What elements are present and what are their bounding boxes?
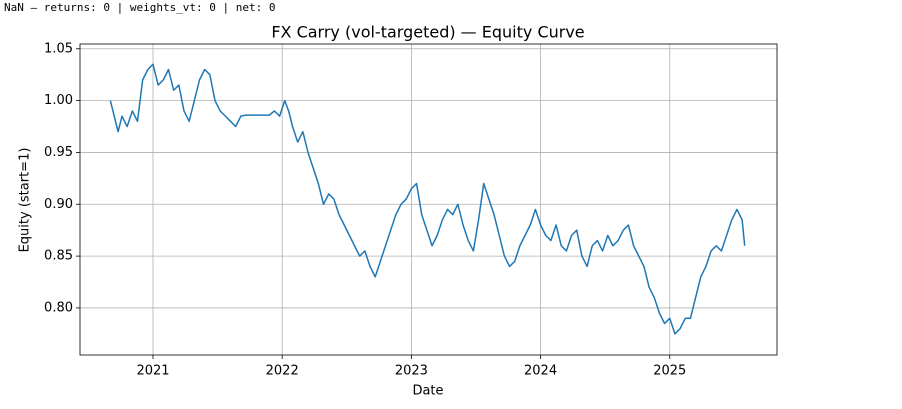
y-tick-label: 0.85 bbox=[44, 249, 73, 264]
y-tick-label: 0.80 bbox=[44, 300, 73, 315]
chart-title: FX Carry (vol-targeted) — Equity Curve bbox=[271, 23, 584, 42]
y-tick-label: 1.00 bbox=[44, 93, 73, 108]
x-tick-label: 2025 bbox=[653, 364, 686, 379]
y-axis-label: Equity (start=1) bbox=[18, 148, 33, 253]
x-axis-label: Date bbox=[412, 384, 443, 399]
x-tick-label: 2024 bbox=[524, 364, 557, 379]
y-tick-label: 0.95 bbox=[44, 145, 73, 160]
plot-frame bbox=[79, 43, 778, 356]
equity-line bbox=[109, 63, 746, 335]
x-tick-label: 2021 bbox=[136, 364, 169, 379]
status-text: NaN — returns: 0 | weights_vt: 0 | net: … bbox=[4, 1, 276, 14]
x-tick-label: 2023 bbox=[395, 364, 428, 379]
y-tick-label: 0.90 bbox=[44, 197, 73, 212]
y-tick-label: 1.05 bbox=[44, 41, 73, 56]
x-tick-label: 2022 bbox=[266, 364, 299, 379]
